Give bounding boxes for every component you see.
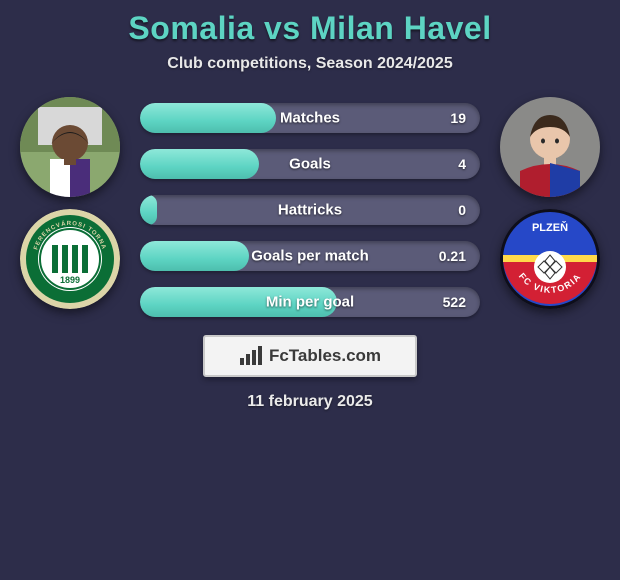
player1-portrait-icon (20, 97, 120, 197)
stat-label: Matches (280, 110, 340, 127)
stat-value: 4 (458, 156, 466, 172)
stat-fill (140, 241, 249, 271)
stat-fill (140, 149, 259, 179)
ferencvaros-badge-icon: 1899 FERENCVÁROSI TORNA (20, 209, 120, 309)
stat-label: Goals (289, 156, 331, 173)
stat-row: Min per goal 522 (140, 287, 480, 317)
stats-list: Matches 19 Goals 4 Hattricks 0 Goals per match… (140, 97, 480, 317)
stat-row: Hattricks 0 (140, 195, 480, 225)
svg-text:1899: 1899 (60, 275, 80, 285)
source-logo-text: FcTables.com (269, 346, 381, 366)
viktoria-plzen-badge-icon: PLZEŇ FC VIKTORIA (500, 209, 600, 309)
stat-value: 522 (443, 294, 466, 310)
bar-chart-icon (239, 346, 263, 366)
page-title: Somalia vs Milan Havel (0, 10, 620, 47)
svg-text:PLZEŇ: PLZEŇ (532, 221, 568, 234)
player1-club-badge: 1899 FERENCVÁROSI TORNA (20, 209, 120, 309)
stat-label: Goals per match (251, 248, 369, 265)
stat-row: Goals 4 (140, 149, 480, 179)
comparison-body: 1899 FERENCVÁROSI TORNA Matches 19 Goals 4 H… (0, 97, 620, 317)
comparison-card: Somalia vs Milan Havel Club competitions… (0, 0, 620, 411)
player1-portrait (20, 97, 120, 197)
comparison-date: 11 february 2025 (0, 393, 620, 411)
stat-row: Matches 19 (140, 103, 480, 133)
player2-portrait-icon (500, 97, 600, 197)
stat-fill (140, 103, 276, 133)
stat-value: 19 (450, 110, 466, 126)
stat-value: 0.21 (439, 248, 466, 264)
player2-portrait (500, 97, 600, 197)
source-logo: FcTables.com (203, 335, 417, 377)
player1-column: 1899 FERENCVÁROSI TORNA (20, 97, 120, 309)
stat-fill (140, 195, 157, 225)
stat-value: 0 (458, 202, 466, 218)
stat-row: Goals per match 0.21 (140, 241, 480, 271)
stat-label: Hattricks (278, 202, 342, 219)
subtitle: Club competitions, Season 2024/2025 (0, 55, 620, 73)
player2-column: PLZEŇ FC VIKTORIA (500, 97, 600, 309)
stat-label: Min per goal (266, 294, 354, 311)
player2-club-badge: PLZEŇ FC VIKTORIA (500, 209, 600, 309)
